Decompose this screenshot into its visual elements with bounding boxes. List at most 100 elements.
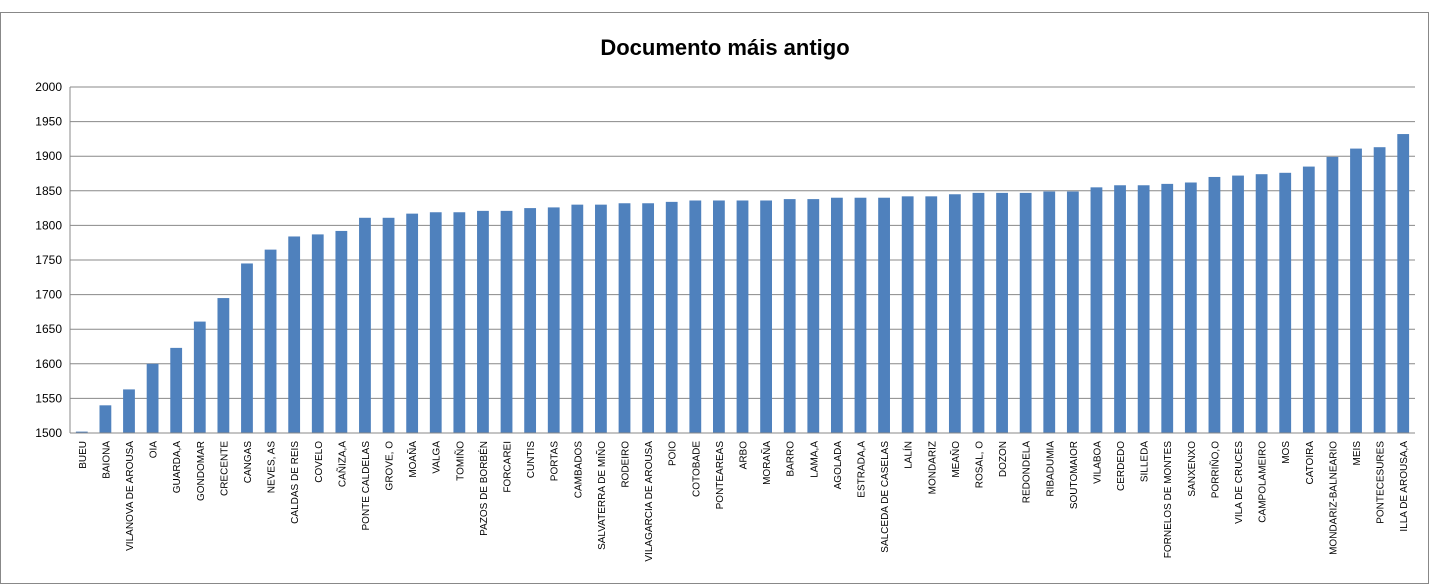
- x-tick-label: AGOLADA: [833, 441, 844, 490]
- bar: [1350, 148, 1362, 433]
- y-tick-label: 1650: [35, 322, 62, 336]
- x-tick-label: OIA: [149, 441, 160, 459]
- bar: [736, 200, 749, 433]
- x-tick-label: CATOIRA: [1305, 441, 1316, 485]
- x-tick-label: MOS: [1281, 441, 1292, 464]
- x-tick-label: SANXENXO: [1187, 441, 1198, 497]
- x-tick-label: ROSAL, O: [974, 441, 985, 488]
- x-tick-label: MEIS: [1352, 441, 1363, 466]
- x-tick-label: TOMIÑO: [453, 441, 466, 481]
- x-tick-label: REDONDELA: [1022, 441, 1033, 504]
- x-tick-label: PONTE CALDELAS: [361, 441, 372, 531]
- bar: [99, 405, 112, 433]
- bar: [618, 203, 631, 433]
- bar: [288, 236, 301, 433]
- x-tick-label: GUARDA,A: [172, 441, 183, 494]
- x-tick-label: LAMA,A: [809, 441, 820, 478]
- bar: [1184, 182, 1197, 433]
- x-tick-label: RODEIRO: [621, 441, 632, 488]
- x-tick-label: CUNTIS: [526, 441, 537, 479]
- bar: [830, 197, 843, 433]
- x-tick-label: SALVATERRA DE MIÑO: [595, 441, 608, 550]
- bar: [1019, 192, 1032, 433]
- bar: [878, 197, 890, 433]
- x-tick-label: DOZON: [998, 441, 1009, 477]
- x-tick-label: CAMBADOS: [573, 441, 584, 499]
- x-tick-label: MONDARIZ-BALNEARIO: [1328, 441, 1339, 555]
- bar: [1208, 176, 1221, 433]
- x-tick-label: ESTRADA,A: [856, 441, 867, 498]
- bar: [571, 204, 584, 433]
- bar: [854, 197, 867, 433]
- x-tick-label: MORAÑA: [760, 441, 773, 485]
- x-tick-label: FORCAREI: [503, 441, 514, 493]
- bar: [1137, 185, 1150, 433]
- x-tick-label: MONDARIZ: [927, 441, 938, 494]
- bar: [996, 192, 1008, 433]
- bar: [1279, 172, 1292, 434]
- x-tick-label: VILANOVA DE AROUSA: [125, 441, 136, 551]
- bar: [311, 234, 324, 433]
- y-tick-label: 1600: [35, 357, 62, 371]
- bar: [1090, 187, 1103, 433]
- bar: [170, 347, 183, 433]
- y-tick-label: 1750: [35, 253, 62, 267]
- x-tick-label: GROVE, O: [385, 441, 396, 491]
- x-tick-label: CRECENTE: [219, 441, 230, 496]
- bar: [335, 230, 348, 433]
- x-tick-label: ILLA DE AROUSA,A: [1399, 441, 1410, 532]
- x-tick-label: NEVES, AS: [267, 441, 278, 494]
- bar: [689, 200, 702, 433]
- bar: [1232, 175, 1244, 434]
- bar: [1373, 147, 1386, 434]
- x-tick-label: LALÍN: [902, 441, 915, 469]
- bar: [1255, 174, 1268, 433]
- bar: [217, 298, 230, 433]
- bar: [123, 389, 135, 433]
- bar: [1326, 156, 1339, 433]
- bar: [429, 212, 442, 433]
- x-tick-label: VILA DE CRUCES: [1234, 441, 1245, 524]
- x-tick-label: SILLEDA: [1140, 441, 1151, 482]
- x-tick-label: CALDAS DE REIS: [290, 441, 301, 524]
- x-tick-label: MOAÑA: [406, 441, 419, 478]
- y-tick-label: 1950: [35, 115, 62, 129]
- bar: [547, 207, 560, 433]
- bar: [783, 199, 796, 433]
- x-tick-label: RIBADUMIA: [1045, 441, 1056, 497]
- x-tick-label: MEAÑO: [949, 441, 962, 478]
- bar: [241, 263, 253, 433]
- x-tick-label: PONTEAREAS: [715, 441, 726, 510]
- y-tick-label: 1800: [35, 218, 62, 232]
- y-tick-label: 1850: [35, 184, 62, 198]
- x-tick-label: CANGAS: [243, 441, 254, 484]
- bar: [1114, 185, 1126, 433]
- bar: [760, 200, 772, 433]
- y-tick-label: 1550: [35, 391, 62, 405]
- x-tick-label: PONTECESURES: [1376, 441, 1387, 524]
- bar: [972, 192, 985, 433]
- bar: [193, 321, 206, 433]
- x-tick-label: COVELO: [314, 441, 325, 483]
- bar: [359, 217, 371, 433]
- x-tick-label: PORRIÑO,O: [1208, 441, 1221, 498]
- x-tick-label: PAZOS DE BORBÉN: [477, 441, 490, 536]
- y-tick-label: 2000: [35, 80, 62, 94]
- bar: [264, 249, 277, 433]
- bar: [642, 203, 655, 433]
- x-tick-label: ARBO: [739, 441, 750, 470]
- x-tick-label: FORNELOS DE MONTES: [1163, 441, 1174, 559]
- x-tick-label: SOUTOMAIOR: [1069, 441, 1080, 509]
- x-tick-label: CAÑIZA,A: [335, 441, 348, 487]
- x-tick-label: BUEU: [78, 441, 89, 469]
- bar: [382, 217, 395, 433]
- bar: [1397, 134, 1410, 433]
- bar: [1066, 191, 1079, 433]
- x-tick-label: COTOBADE: [691, 441, 702, 497]
- bar: [477, 210, 489, 433]
- bar: [75, 431, 88, 433]
- bar: [524, 208, 537, 433]
- chart-title: Documento máis antigo: [600, 35, 849, 60]
- y-tick-label: 1900: [35, 149, 62, 163]
